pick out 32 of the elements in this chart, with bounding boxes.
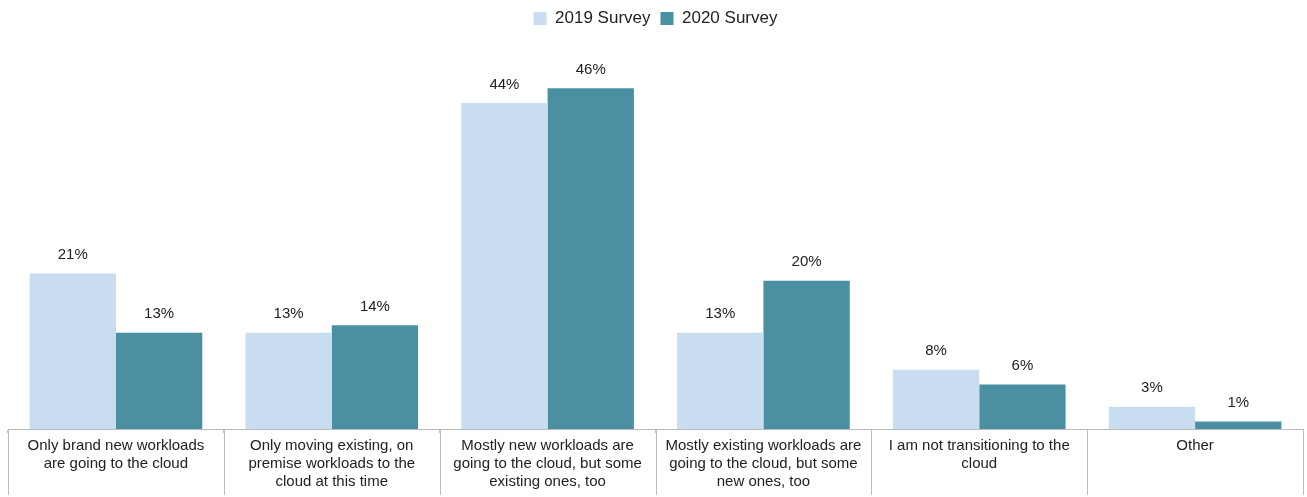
bar (1108, 406, 1196, 429)
bar (461, 102, 548, 429)
data-label: 8% (925, 341, 947, 359)
data-label: 3% (1141, 378, 1163, 396)
x-tick-label: Mostly existing workloads are going to the cloud, but some new ones, too (665, 436, 862, 490)
x-tick-label: I am not transitioning to the cloud (888, 436, 1070, 472)
data-label: 1% (1227, 393, 1250, 411)
bar (115, 332, 203, 429)
bar (245, 332, 332, 429)
bar (29, 273, 116, 429)
bar (763, 280, 850, 429)
x-tick-label: Mostly new workloads are going to the cloud, but some existing ones, too (453, 436, 642, 490)
data-label: 13% (144, 304, 175, 322)
data-label: 13% (273, 304, 304, 322)
bar (547, 88, 634, 429)
data-label: 14% (359, 296, 390, 314)
bar (1195, 421, 1282, 429)
bar (331, 325, 419, 429)
data-label: 13% (705, 304, 736, 322)
data-label: 46% (575, 59, 606, 77)
x-tick-label: Only brand new workloads are going to the cloud (27, 436, 205, 472)
data-label: 44% (489, 74, 520, 92)
legend-label: 2019 Survey (555, 8, 651, 28)
x-tick-label: Other (1176, 436, 1214, 454)
data-label: 21% (57, 245, 88, 263)
bar (677, 332, 764, 429)
x-tick-label: Only moving existing, on premise workloads to the cloud at this time (248, 436, 416, 490)
data-label: 20% (791, 252, 822, 270)
bar (979, 384, 1066, 429)
bar (892, 369, 980, 429)
data-label: 6% (1011, 356, 1034, 374)
legend-label: 2020 Survey (682, 8, 778, 28)
